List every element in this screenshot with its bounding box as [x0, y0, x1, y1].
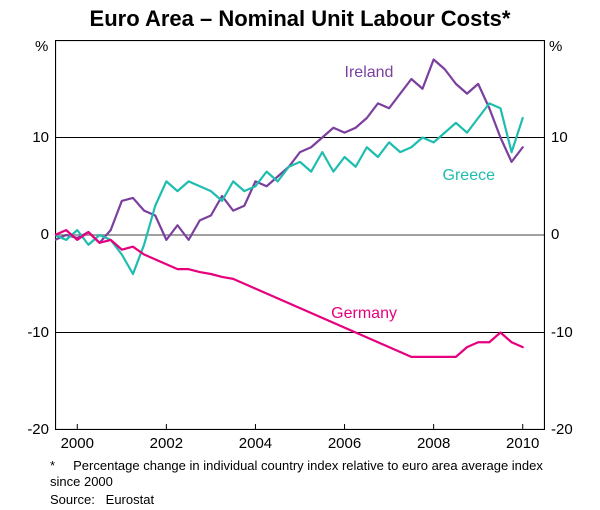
chart-source: Source: Eurostat	[50, 492, 154, 508]
series-label-greece: Greece	[443, 167, 495, 185]
source-text: Eurostat	[106, 492, 154, 507]
y-tick-left: -10	[27, 325, 49, 340]
series-label-germany: Germany	[331, 305, 397, 323]
y-unit-left: %	[35, 38, 48, 55]
y-tick-left: 0	[41, 227, 49, 242]
y-tick-right: 0	[551, 227, 559, 242]
x-tick: 2006	[325, 436, 365, 451]
y-tick-right: -20	[551, 422, 573, 437]
source-label: Source:	[50, 492, 95, 507]
footnote-text: Percentage change in individual country …	[50, 458, 543, 489]
x-tick: 2000	[57, 436, 97, 451]
figure: Euro Area – Nominal Unit Labour Costs* %…	[0, 0, 600, 510]
chart-footnote: * Percentage change in individual countr…	[50, 458, 570, 491]
chart-title: Euro Area – Nominal Unit Labour Costs*	[0, 6, 600, 32]
y-tick-left: 10	[32, 130, 49, 145]
y-tick-right: 10	[551, 130, 568, 145]
x-tick: 2002	[146, 436, 186, 451]
footnote-marker: *	[50, 458, 55, 473]
x-tick: 2004	[235, 436, 275, 451]
x-tick: 2010	[503, 436, 543, 451]
series-label-ireland: Ireland	[345, 64, 394, 82]
y-unit-right: %	[549, 38, 562, 55]
y-tick-left: -20	[27, 422, 49, 437]
x-tick: 2008	[414, 436, 454, 451]
chart-plot	[55, 40, 545, 430]
y-tick-right: -10	[551, 325, 573, 340]
